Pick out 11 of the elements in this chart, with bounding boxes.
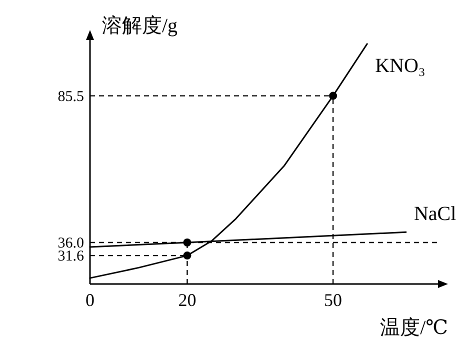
x-tick-label: 0 <box>86 290 94 310</box>
series-label: KNO₃ <box>375 54 426 77</box>
y-tick-label: 85.5 <box>58 88 84 105</box>
point <box>329 92 338 100</box>
point <box>183 252 192 260</box>
point <box>183 238 192 247</box>
x-tick-label: 20 <box>178 290 196 310</box>
series-label: NaCl <box>414 203 457 226</box>
y-axis-title: 溶解度/g <box>102 15 178 37</box>
x-axis-title: 温度/℃ <box>380 317 448 339</box>
x-tick-label: 50 <box>324 290 342 310</box>
